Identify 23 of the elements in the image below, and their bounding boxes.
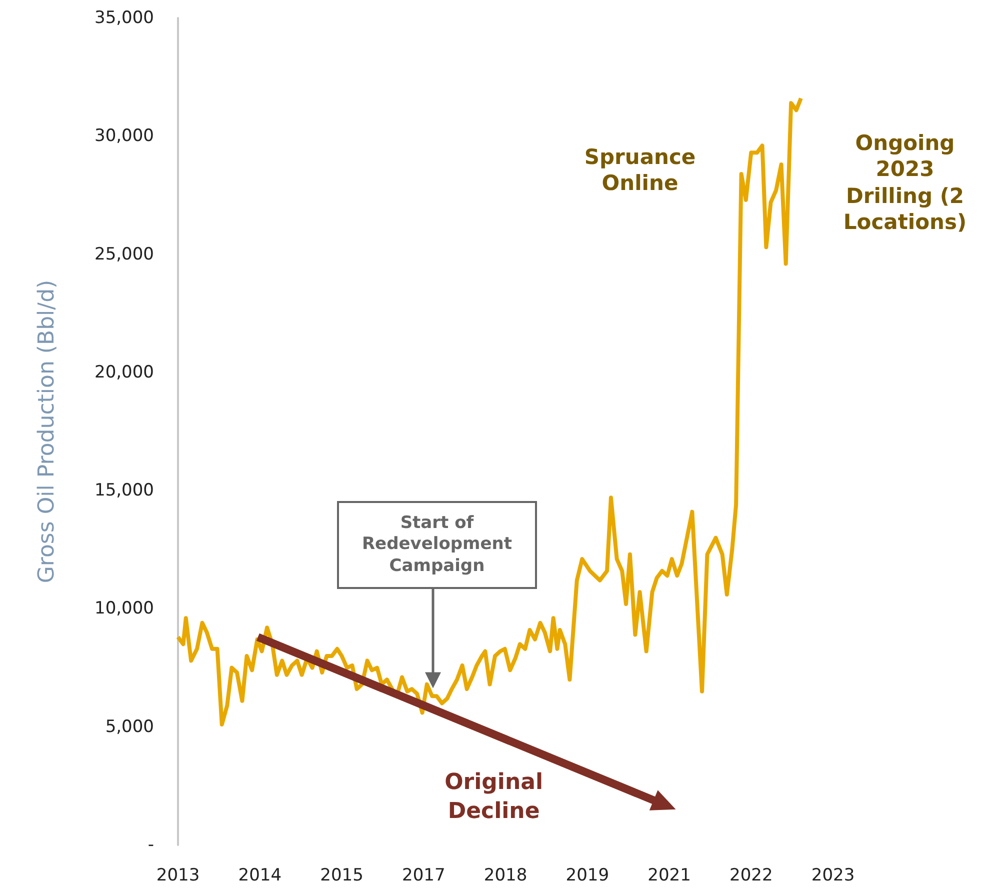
y-tick-label: 5,000 bbox=[105, 716, 154, 737]
x-tick-label: 2021 bbox=[648, 866, 691, 886]
x-tick-label: 2014 bbox=[238, 866, 282, 886]
line-series bbox=[176, 96, 803, 726]
y-tick-label: 20,000 bbox=[94, 362, 154, 382]
x-tick-label: 2018 bbox=[484, 866, 528, 886]
y-axis-title: Gross Oil Production (Bbl/d) bbox=[34, 280, 60, 584]
y-tick-label: 25,000 bbox=[94, 244, 154, 264]
y-tick-label: 30,000 bbox=[94, 126, 154, 146]
annotation: Start of Redevelopment Campaign bbox=[337, 501, 537, 589]
y-tick-label: 15,000 bbox=[94, 480, 154, 501]
x-tick-label: 2017 bbox=[402, 866, 446, 886]
x-tick-label: 2023 bbox=[811, 866, 855, 886]
x-tick-label: 2015 bbox=[320, 866, 364, 886]
y-tick-label: - bbox=[148, 835, 154, 855]
y-tick-label: 10,000 bbox=[94, 598, 154, 619]
y-tick-label: 35,000 bbox=[94, 8, 154, 28]
x-tick-label: 2013 bbox=[156, 866, 200, 886]
text: Ongoing 2023 Drilling (2 Locations) bbox=[842, 130, 968, 235]
series-label: Original Decline bbox=[444, 769, 544, 826]
annotation: Spruance Online bbox=[583, 144, 697, 196]
x-tick-label: 2022 bbox=[729, 866, 773, 886]
x-tick-label: 2019 bbox=[566, 866, 610, 886]
